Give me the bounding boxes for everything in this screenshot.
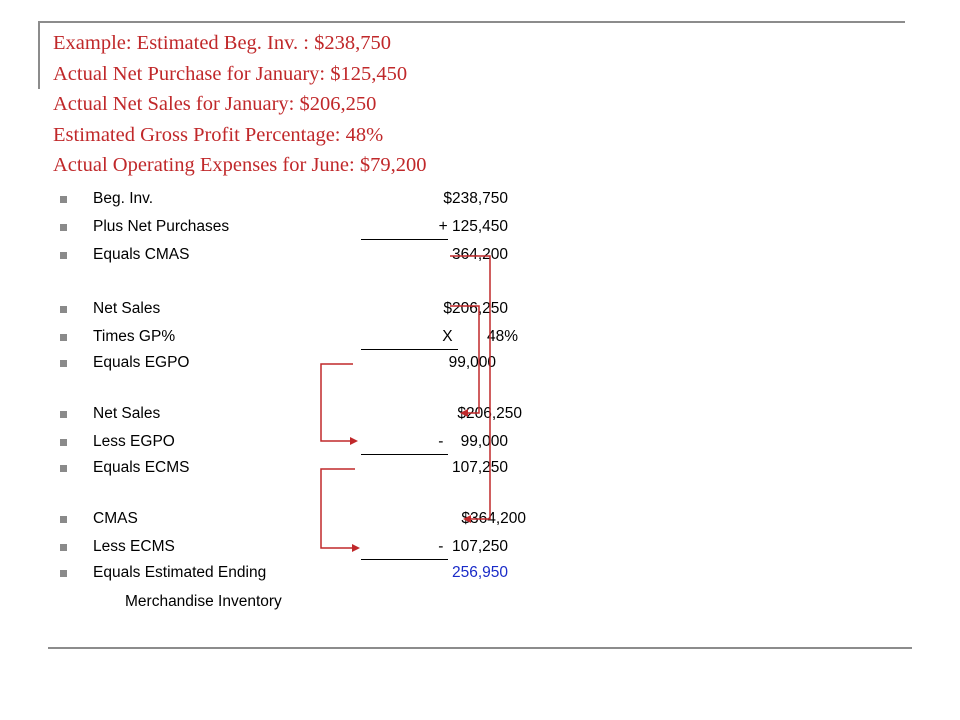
row-value: 99,000 <box>448 354 496 371</box>
list-item: Net Sales $206,250 <box>60 405 522 425</box>
row-value: $206,250 <box>443 300 508 317</box>
row-label: Equals CMAS <box>93 246 190 263</box>
row-value: X 48% <box>442 328 518 345</box>
list-item: CMAS $364,200 <box>60 510 526 530</box>
sum-underline <box>361 349 458 350</box>
bullet-icon <box>60 252 67 259</box>
bottom-rule <box>48 647 912 649</box>
row-label: Times GP% <box>93 328 176 345</box>
row-value: - 99,000 <box>438 433 508 450</box>
bullet-icon <box>60 544 67 551</box>
bullet-icon <box>60 439 67 446</box>
list-item: Net Sales $206,250 <box>60 300 508 320</box>
arrow-net-sales <box>450 305 480 417</box>
title-line: Actual Net Purchase for January: $125,45… <box>53 62 408 85</box>
bullet-icon <box>60 360 67 367</box>
row-value: 364,200 <box>451 246 508 263</box>
row-label: Plus Net Purchases <box>93 218 230 235</box>
row-label: Net Sales <box>93 300 161 317</box>
row-label: Equals Estimated Ending <box>93 564 267 581</box>
row-value: + 125,450 <box>438 218 508 235</box>
bullet-icon <box>60 306 67 313</box>
slide-title: Example: Estimated Beg. Inv. : $238,750 … <box>53 28 426 181</box>
list-item: Beg. Inv. $238,750 <box>60 190 508 210</box>
bullet-icon <box>60 465 67 472</box>
sum-underline <box>361 239 448 240</box>
bullet-icon <box>60 334 67 341</box>
top-rule <box>40 21 905 23</box>
bullet-icon <box>60 516 67 523</box>
list-item: Equals Estimated Ending 256,950 <box>60 564 508 584</box>
row-label: Equals ECMS <box>93 459 190 476</box>
arrow-ecms <box>320 468 360 552</box>
title-line: Actual Operating Expenses for June: $79,… <box>53 154 427 177</box>
bullet-icon <box>60 196 67 203</box>
list-item: Equals ECMS 107,250 <box>60 459 508 479</box>
bullet-icon <box>60 224 67 231</box>
list-item: Equals CMAS 364,200 <box>60 246 508 266</box>
row-value: 107,250 <box>451 459 508 476</box>
row-label: Less ECMS <box>93 538 175 555</box>
row-value: $238,750 <box>443 190 508 207</box>
row-label: Net Sales <box>93 405 161 422</box>
list-item: Equals EGPO 99,000 <box>60 354 496 374</box>
title-line: Actual Net Sales for January: $206,250 <box>53 93 377 116</box>
sum-underline <box>361 559 448 560</box>
row-label: Equals EGPO <box>93 354 190 371</box>
bullet-icon <box>60 570 67 577</box>
row-value: - 107,250 <box>438 538 508 555</box>
row-label: CMAS <box>93 510 138 527</box>
title-line: Example: Estimated Beg. Inv. : $238,750 <box>53 32 391 54</box>
row-value: 256,950 <box>451 564 508 581</box>
sum-underline <box>361 454 448 455</box>
row-value: $364,200 <box>461 510 526 527</box>
row-label: Less EGPO <box>93 433 175 450</box>
arrow-cmas <box>450 255 491 523</box>
arrow-egpo <box>320 363 358 445</box>
list-item: Times GP% X 48% <box>60 328 518 348</box>
list-item: Less EGPO - 99,000 <box>60 433 508 453</box>
row-label: Beg. Inv. <box>93 190 154 207</box>
bullet-icon <box>60 411 67 418</box>
title-line: Estimated Gross Profit Percentage: 48% <box>53 123 384 146</box>
list-item: Plus Net Purchases + 125,450 <box>60 218 508 238</box>
row-label-continuation: Merchandise Inventory <box>125 593 282 610</box>
list-item: Less ECMS - 107,250 <box>60 538 508 558</box>
left-rule <box>38 21 40 89</box>
